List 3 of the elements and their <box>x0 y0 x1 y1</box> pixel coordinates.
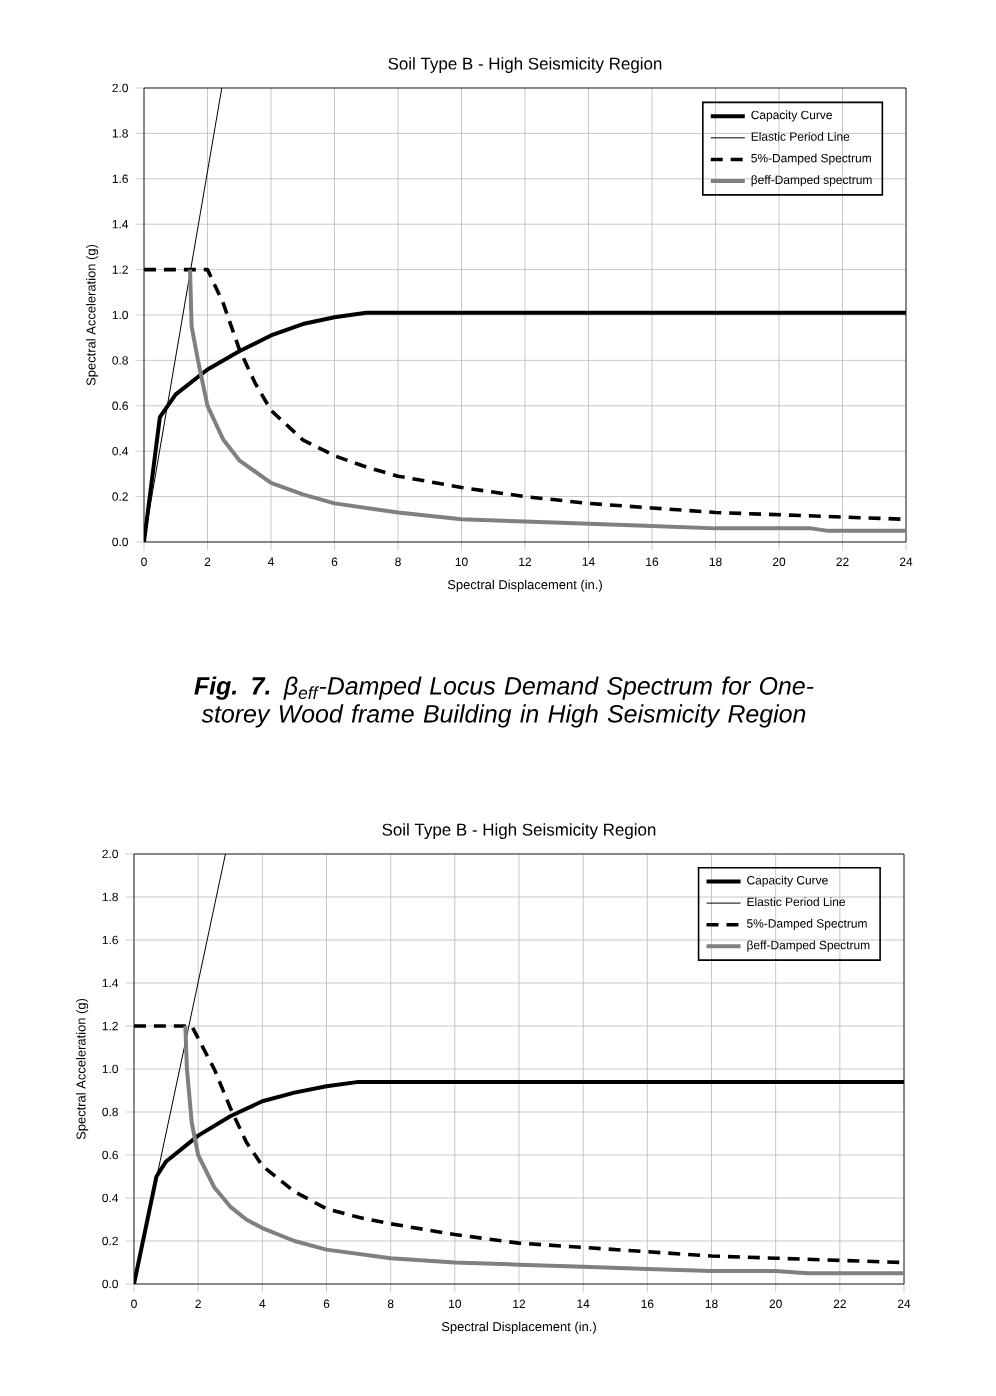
text: Fig. 7. β$_{eff}$-Damped Locus Demand Spectrum for One-storey Wood frame Building in High Seismicity Region <box>194 676 814 728</box>
chart-title: Soil Type B - High Seismicity Region <box>382 823 656 839</box>
chart-title: Soil Type B - High Seismicity Region <box>388 57 662 73</box>
